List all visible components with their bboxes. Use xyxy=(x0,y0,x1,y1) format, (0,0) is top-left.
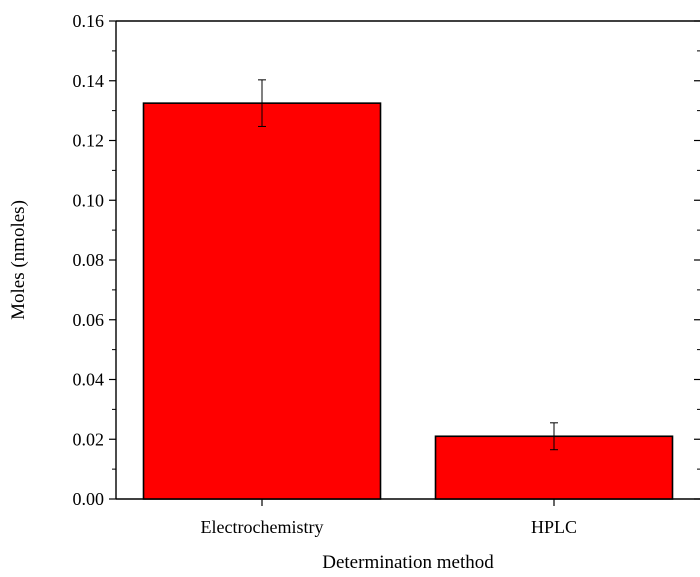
x-tick-label: HPLC xyxy=(531,517,577,537)
y-tick-label: 0.00 xyxy=(73,489,105,509)
y-tick-label: 0.02 xyxy=(73,429,105,449)
x-axis-title: Determination method xyxy=(322,552,494,573)
y-tick-label: 0.10 xyxy=(73,190,105,210)
y-tick-label: 0.04 xyxy=(73,370,105,390)
y-tick-label: 0.06 xyxy=(73,310,105,330)
y-tick-label: 0.12 xyxy=(73,131,105,151)
y-tick-label: 0.14 xyxy=(73,71,105,91)
bars xyxy=(142,79,674,500)
y-axis-title: Moles (nmoles) xyxy=(8,200,29,320)
bar-electrochemistry xyxy=(142,102,382,500)
x-tick-label: Electrochemistry xyxy=(201,517,324,537)
y-tick-label: 0.08 xyxy=(73,250,105,270)
ticks: Electrochemistry HPLC 0.00 0.02 0.04 0.06 0.08… xyxy=(73,11,700,537)
y-tick-label: 0.16 xyxy=(73,11,105,31)
